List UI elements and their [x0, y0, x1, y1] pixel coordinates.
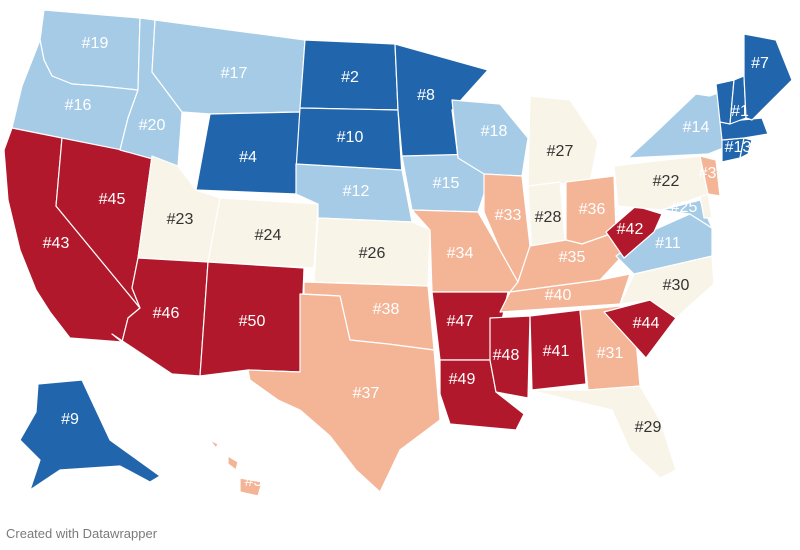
state-label-ga: #31: [597, 345, 624, 362]
state-label-ny: #14: [683, 119, 710, 136]
state-label-ar: #47: [447, 313, 474, 330]
state-fl: [529, 385, 677, 479]
state-ms: [489, 315, 531, 399]
state-label-ks: #26: [359, 245, 386, 262]
state-label-ne: #12: [343, 183, 370, 200]
state-me: [743, 33, 793, 121]
state-hi: [179, 433, 263, 497]
state-label-oh: #36: [579, 201, 606, 218]
state-label-ca: #43: [43, 235, 70, 252]
state-label-wa: #19: [82, 35, 109, 52]
state-label-sd: #10: [337, 129, 364, 146]
state-labels: #19 #16 #43 #45 #20 #17 #4 #23 #24 #46 #50 #2 #10 #12…: [43, 35, 769, 490]
state-label-md: #25: [671, 199, 698, 216]
state-label-al: #41: [543, 343, 570, 360]
state-label-ia: #15: [433, 175, 460, 192]
state-label-or: #16: [65, 97, 92, 114]
state-label-in: #28: [535, 209, 562, 226]
state-label-ms: #48: [493, 347, 520, 364]
state-label-tx: #37: [353, 385, 380, 402]
state-ak: [19, 379, 161, 491]
state-label-il: #33: [495, 207, 522, 224]
us-choropleth-map: #19 #16 #43 #45 #20 #17 #4 #23 #24 #46 #50 #2 #10 #12…: [3, 9, 793, 497]
state-md: [661, 199, 713, 229]
state-label-mn: #8: [417, 87, 435, 104]
state-al: [529, 309, 587, 391]
state-label-ky: #35: [559, 249, 586, 266]
state-pa: [613, 155, 709, 211]
state-ks: [313, 217, 431, 287]
state-label-hi: #39: [245, 473, 272, 490]
state-label-ut: #23: [167, 211, 194, 228]
state-label-wy: #4: [239, 149, 257, 166]
state-mi: [527, 95, 599, 187]
state-label-az: #46: [153, 305, 180, 322]
state-label-mo: #34: [447, 245, 474, 262]
state-tn: [499, 273, 631, 313]
state-label-me: #7: [751, 55, 769, 72]
state-label-nj: #32: [699, 165, 726, 182]
state-ny: [627, 89, 729, 159]
state-label-mt: #17: [221, 65, 248, 82]
state-label-mi: #27: [547, 143, 574, 160]
state-label-ct: #13: [725, 139, 752, 156]
state-tx: [247, 293, 441, 493]
state-shapes: [3, 9, 793, 497]
state-label-sc: #44: [633, 315, 660, 332]
state-label-pa: #22: [653, 173, 680, 190]
state-label-nd: #2: [341, 69, 359, 86]
state-label-wi: #18: [481, 123, 508, 140]
state-label-ak: #9: [61, 411, 79, 428]
state-label-nv: #45: [99, 191, 126, 208]
state-nj: [699, 155, 721, 197]
credit-line: Created with Datawrapper: [6, 526, 158, 541]
state-label-co: #24: [255, 227, 282, 244]
state-label-va: #11: [655, 235, 681, 252]
state-label-id: #20: [139, 117, 166, 134]
state-label-nm: #50: [239, 313, 266, 330]
state-wv: [605, 205, 663, 259]
state-label-tn: #40: [545, 287, 572, 304]
state-ri: [739, 137, 753, 159]
state-label-la: #49: [449, 371, 476, 388]
state-co: [207, 197, 319, 269]
state-label-ok: #38: [373, 301, 400, 318]
state-label-wv: #42: [617, 221, 644, 238]
state-label-nc: #30: [663, 277, 690, 294]
state-label-fl: #29: [635, 419, 662, 436]
state-label-nh: #1: [731, 103, 749, 120]
